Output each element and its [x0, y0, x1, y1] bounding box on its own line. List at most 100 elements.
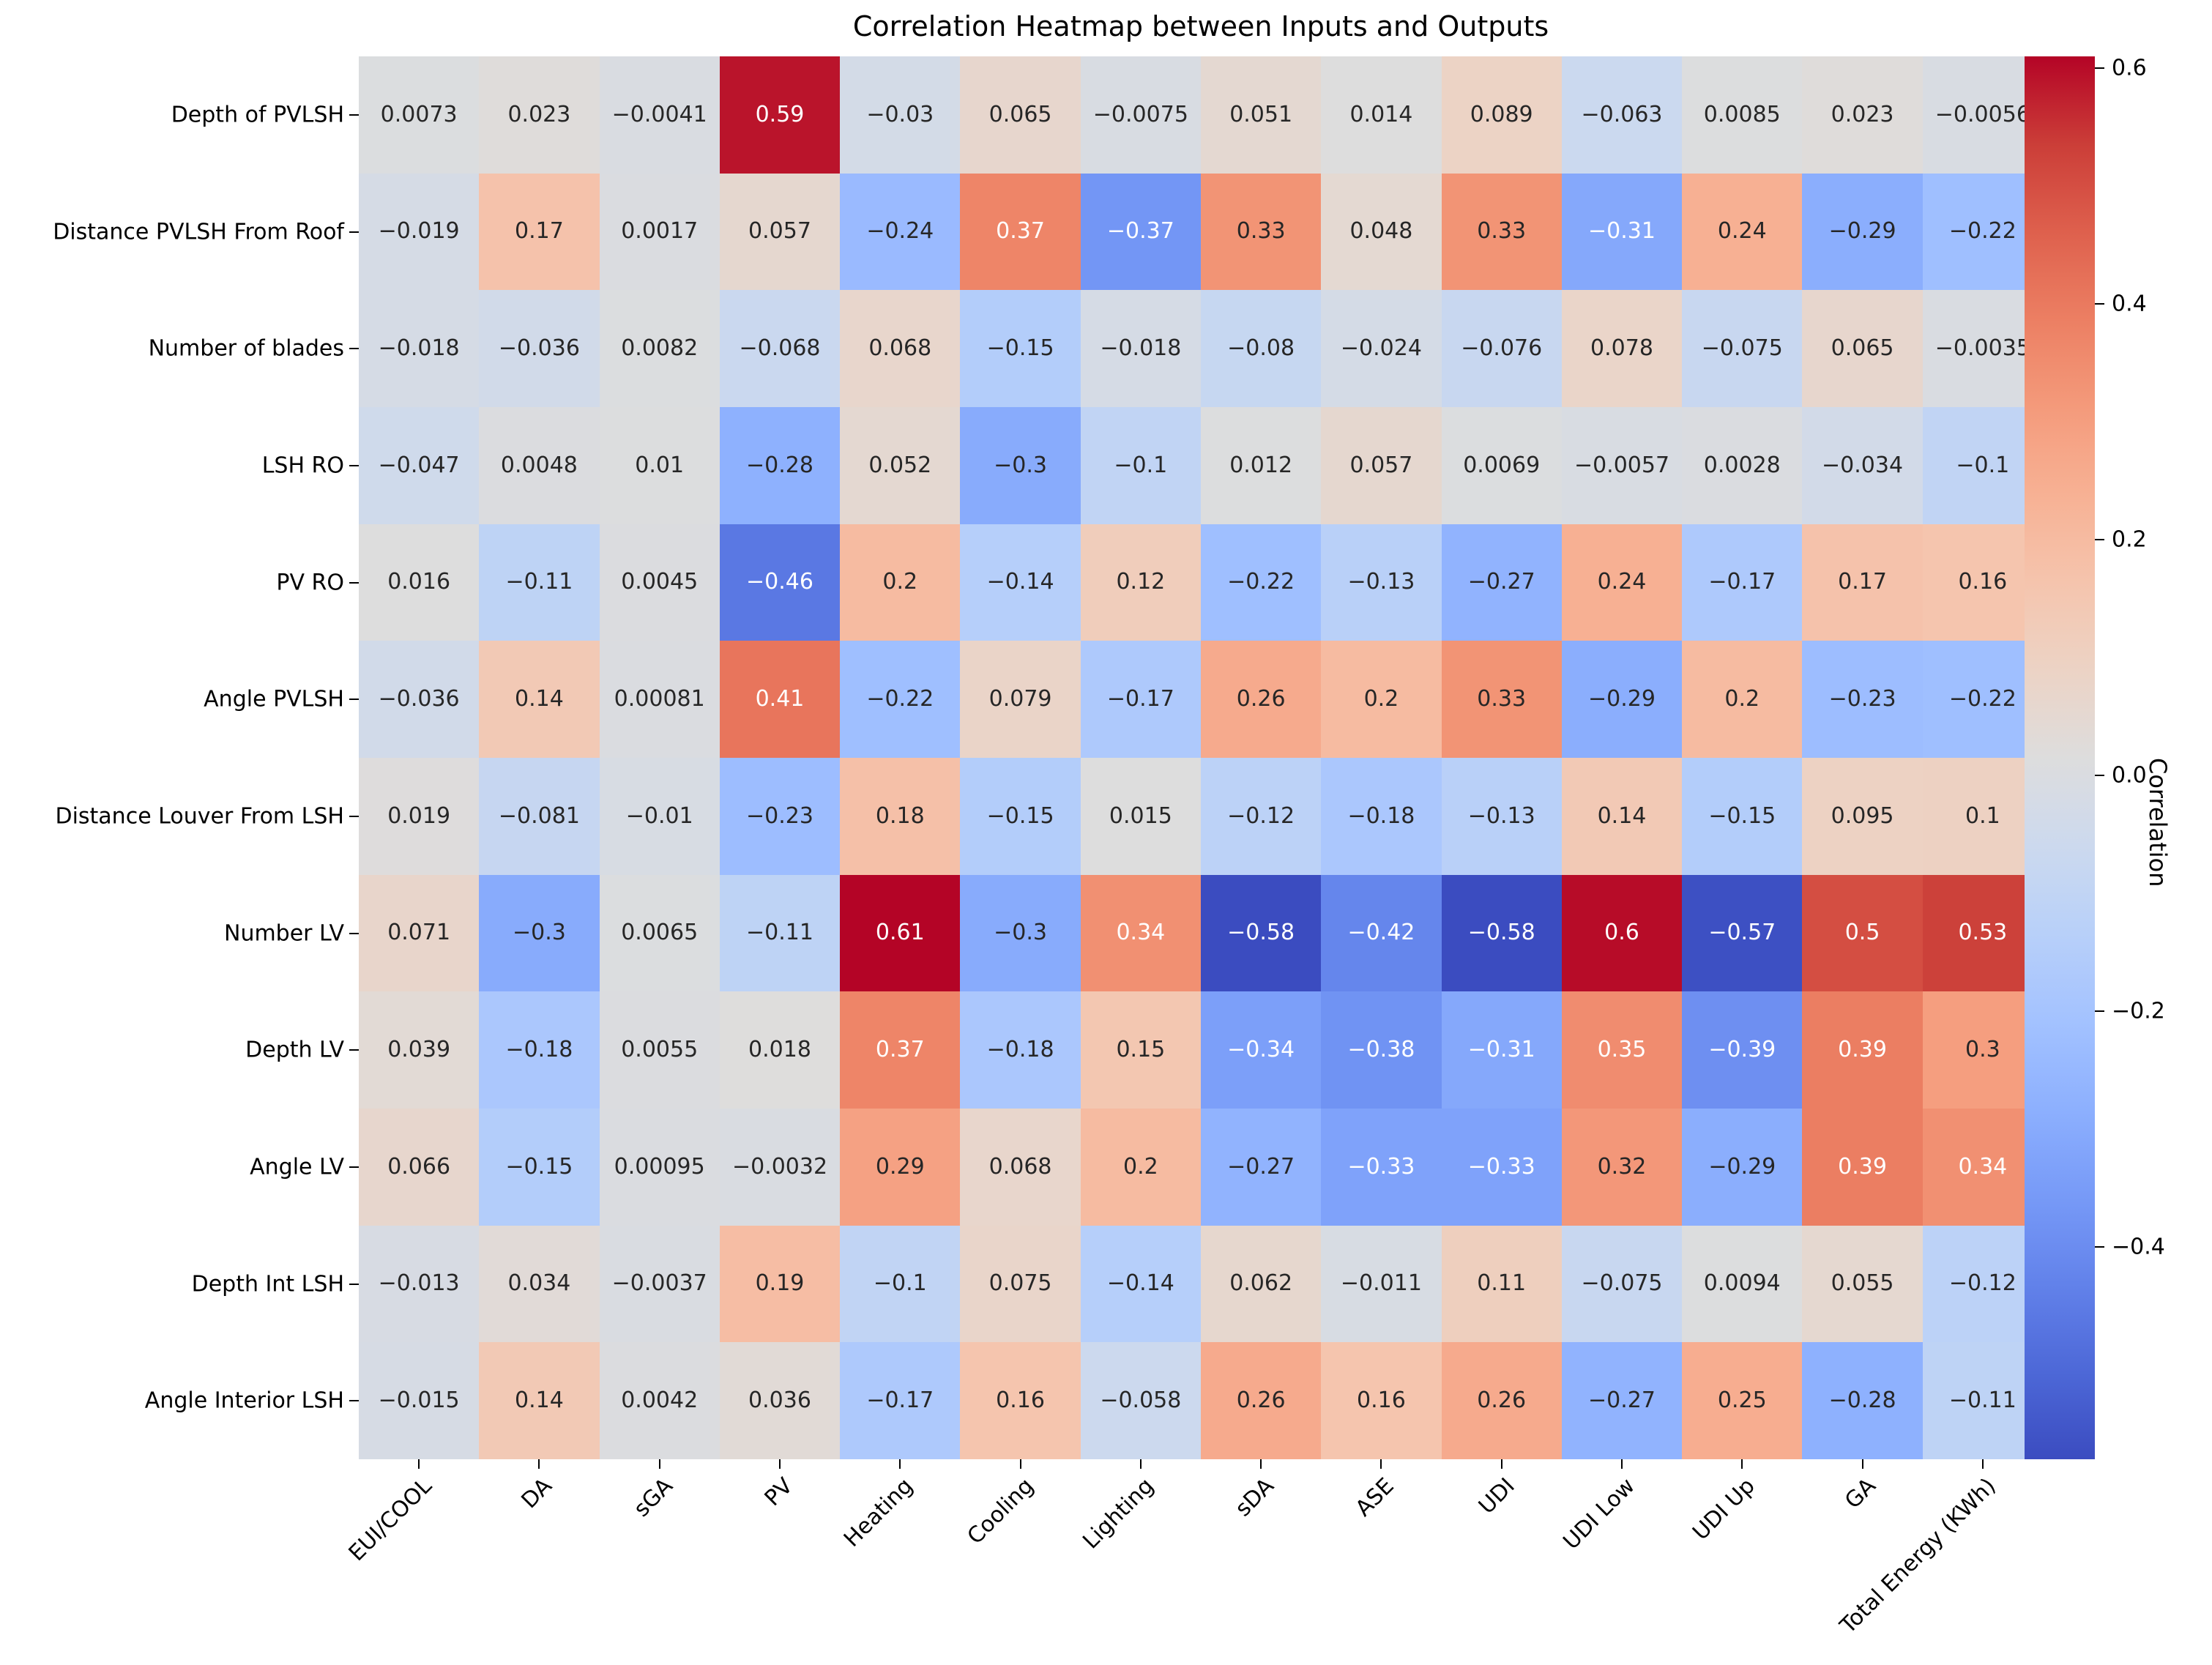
heatmap-cell: −0.1	[1922, 407, 2043, 524]
x-tick-label: sGA	[628, 1473, 678, 1522]
heatmap-cell: −0.1	[1080, 407, 1201, 524]
heatmap-cell: 0.3	[1922, 991, 2043, 1109]
heatmap-cell: 0.075	[960, 1225, 1081, 1343]
heatmap-cell: 0.39	[1802, 991, 1923, 1109]
heatmap-cell: −0.18	[960, 991, 1081, 1109]
x-tick-mark	[1861, 1459, 1863, 1469]
heatmap-cell: −0.034	[1802, 407, 1923, 524]
heatmap-cell: −0.3	[960, 407, 1081, 524]
heatmap-cell: 0.00095	[599, 1109, 720, 1226]
heatmap-cell: 0.0017	[599, 173, 720, 291]
heatmap-cell: −0.22	[1922, 173, 2043, 291]
heatmap-cell: 0.01	[599, 407, 720, 524]
heatmap-cell: −0.27	[1441, 524, 1562, 641]
heatmap-cell: 0.34	[1080, 874, 1201, 992]
heatmap-cell: 0.0055	[599, 991, 720, 1109]
heatmap-cell: −0.14	[960, 524, 1081, 641]
heatmap-cell: −0.024	[1321, 290, 1442, 407]
x-tick-mark	[1139, 1459, 1142, 1469]
heatmap-cell: 0.33	[1201, 173, 1322, 291]
x-tick-label: Heating	[839, 1473, 919, 1552]
heatmap-cell: −0.13	[1441, 758, 1562, 875]
heatmap-cell: −0.29	[1682, 1109, 1803, 1226]
x-tick-label: DA	[516, 1473, 558, 1514]
y-tick-label: Number LV	[224, 920, 344, 946]
heatmap-grid: 0.0073 0.023 −0.0041 0.59 −0.03 0.065 −0.0075 0…	[359, 56, 2043, 1459]
y-tick-label: Angle LV	[250, 1154, 344, 1180]
x-tick-mark	[1380, 1459, 1382, 1469]
heatmap-cell: −0.23	[1802, 641, 1923, 758]
heatmap-cell: 0.023	[1802, 56, 1923, 174]
heatmap-cell: 0.095	[1802, 758, 1923, 875]
heatmap-cell: −0.22	[1922, 641, 2043, 758]
heatmap-cell: 0.53	[1922, 874, 2043, 992]
y-tick-mark	[349, 581, 359, 584]
heatmap-cell: −0.3	[960, 874, 1081, 992]
heatmap-cell: −0.27	[1201, 1109, 1322, 1226]
heatmap-cell: 0.012	[1201, 407, 1322, 524]
heatmap-cell: −0.34	[1201, 991, 1322, 1109]
heatmap-cell: 0.0082	[599, 290, 720, 407]
heatmap-cell: −0.12	[1922, 1225, 2043, 1343]
x-tick-mark	[1019, 1459, 1021, 1469]
heatmap-cell: 0.0028	[1682, 407, 1803, 524]
heatmap-cell: −0.18	[479, 991, 600, 1109]
y-tick-label: LSH RO	[261, 452, 344, 479]
heatmap-cell: −0.0037	[599, 1225, 720, 1343]
heatmap-cell: 0.35	[1561, 991, 1683, 1109]
y-tick-label: Depth Int LSH	[191, 1271, 344, 1297]
x-tick-label: UDI Up	[1688, 1473, 1761, 1546]
heatmap-cell: 0.24	[1682, 173, 1803, 291]
heatmap-cell: −0.23	[719, 758, 841, 875]
heatmap-cell: 0.32	[1561, 1109, 1683, 1226]
colorbar-tick-mark	[2095, 775, 2104, 777]
heatmap-cell: 0.24	[1561, 524, 1683, 641]
heatmap-cell: −0.27	[1561, 1342, 1683, 1459]
heatmap-cell: 0.023	[479, 56, 600, 174]
heatmap-cell: −0.17	[840, 1342, 961, 1459]
heatmap-cell: −0.33	[1321, 1109, 1442, 1226]
colorbar-tick-mark	[2095, 539, 2104, 541]
colorbar-tick-label: 0.4	[2112, 291, 2147, 317]
heatmap-cell: −0.14	[1080, 1225, 1201, 1343]
heatmap-cell: 0.0042	[599, 1342, 720, 1459]
heatmap-cell: 0.41	[719, 641, 841, 758]
heatmap-cell: 0.11	[1441, 1225, 1562, 1343]
heatmap-cell: 0.14	[479, 641, 600, 758]
x-tick-mark	[418, 1459, 420, 1469]
heatmap-cell: −0.33	[1441, 1109, 1562, 1226]
heatmap-cell: 0.0069	[1441, 407, 1562, 524]
heatmap-cell: 0.015	[1080, 758, 1201, 875]
y-tick-mark	[349, 113, 359, 116]
heatmap-cell: −0.17	[1682, 524, 1803, 641]
heatmap-cell: −0.37	[1080, 173, 1201, 291]
heatmap-cell: 0.057	[719, 173, 841, 291]
heatmap-cell: 0.25	[1682, 1342, 1803, 1459]
heatmap-cell: −0.019	[359, 173, 480, 291]
colorbar-tick-mark	[2095, 1010, 2104, 1013]
heatmap-cell: −0.013	[359, 1225, 480, 1343]
heatmap-cell: −0.036	[359, 641, 480, 758]
heatmap-cell: −0.076	[1441, 290, 1562, 407]
x-tick-mark	[1741, 1459, 1743, 1469]
heatmap-cell: −0.28	[719, 407, 841, 524]
heatmap-cell: 0.16	[960, 1342, 1081, 1459]
y-tick-label: Number of blades	[148, 335, 344, 362]
heatmap-cell: 0.0065	[599, 874, 720, 992]
heatmap-cell: 0.062	[1201, 1225, 1322, 1343]
heatmap-cell: −0.24	[840, 173, 961, 291]
colorbar-tick-mark	[2095, 303, 2104, 305]
heatmap-cell: −0.17	[1080, 641, 1201, 758]
x-tick-mark	[1621, 1459, 1623, 1469]
heatmap-cell: 0.052	[840, 407, 961, 524]
heatmap-cell: 0.065	[960, 56, 1081, 174]
colorbar-tick-mark	[2095, 67, 2104, 70]
x-tick-label: EUI/COOL	[343, 1473, 437, 1567]
heatmap-cell: −0.068	[719, 290, 841, 407]
y-tick-mark	[349, 231, 359, 233]
y-tick-mark	[349, 932, 359, 934]
heatmap-cell: 0.0094	[1682, 1225, 1803, 1343]
heatmap-cell: 0.5	[1802, 874, 1923, 992]
heatmap-cell: 0.39	[1802, 1109, 1923, 1226]
